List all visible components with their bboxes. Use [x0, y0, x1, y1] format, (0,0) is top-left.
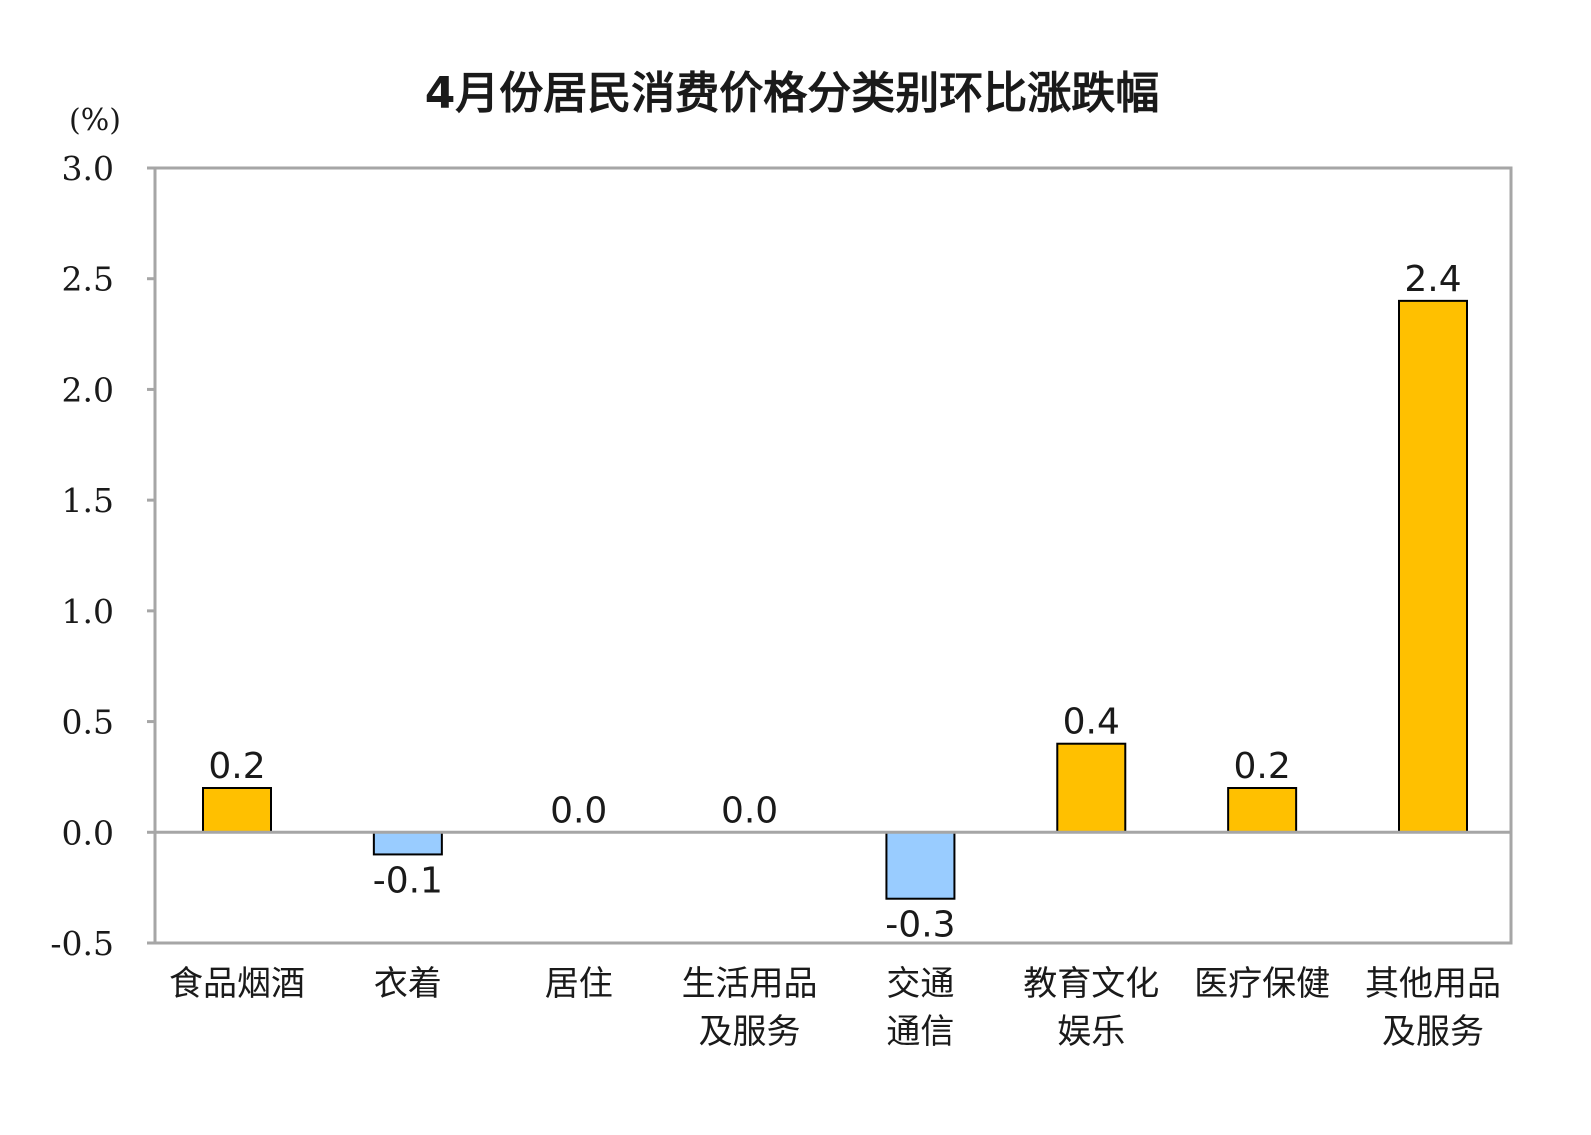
bar-value-label: 2.4 — [1404, 259, 1461, 300]
y-tick-label: 1.5 — [62, 481, 114, 520]
bar-value-label: -0.3 — [885, 905, 955, 946]
bar — [372, 831, 443, 856]
x-category-label: 交通 — [886, 964, 954, 1004]
x-category-label: 衣着 — [374, 964, 442, 1004]
bar-value-label: 0.2 — [208, 746, 265, 787]
plot-area-frame — [153, 166, 1513, 945]
y-tick-label: -0.5 — [50, 924, 114, 963]
data-labels-group: 0.2 -0.1 0.0 0.0 -0.3 0.4 0.2 2.4 — [208, 259, 1461, 946]
chart-title: 4月份居民消费价格分类别环比涨跌幅 — [425, 68, 1160, 119]
y-tick-label: 2.0 — [62, 370, 114, 409]
y-tick-label: 3.0 — [62, 149, 114, 188]
x-category-label: 及服务 — [1382, 1012, 1484, 1052]
bar-value-label: 0.0 — [550, 790, 607, 831]
x-category-label: 及服务 — [699, 1012, 801, 1052]
x-category-label: 食品烟酒 — [169, 964, 305, 1004]
bars-group — [202, 299, 1468, 900]
bar-value-label: 0.0 — [721, 790, 778, 831]
bar — [1056, 742, 1127, 834]
y-tick-label: 0.5 — [62, 703, 114, 742]
bar — [202, 787, 272, 834]
y-tick-label: 2.5 — [62, 260, 114, 299]
bar — [1398, 299, 1468, 834]
y-axis-ticks: 3.0 2.5 2.0 1.5 1.0 0.5 0.0 -0.5 — [50, 149, 155, 963]
x-category-label: 其他用品 — [1365, 964, 1501, 1004]
bar — [885, 831, 956, 900]
bar-value-label: -0.1 — [373, 860, 443, 901]
bar — [1227, 787, 1298, 834]
bar-value-label: 0.4 — [1063, 702, 1120, 743]
x-category-label: 教育文化 — [1023, 964, 1159, 1004]
x-category-label: 生活用品 — [682, 964, 818, 1004]
y-tick-label: 1.0 — [62, 592, 114, 631]
y-tick-label: 0.0 — [62, 813, 114, 852]
y-axis-unit-label: (%) — [69, 103, 121, 138]
bar-value-label: 0.2 — [1234, 746, 1291, 787]
x-category-label: 通信 — [886, 1012, 954, 1052]
x-category-label: 娱乐 — [1057, 1012, 1125, 1052]
x-category-label: 居住 — [545, 964, 613, 1004]
x-category-label: 医疗保健 — [1194, 964, 1330, 1004]
